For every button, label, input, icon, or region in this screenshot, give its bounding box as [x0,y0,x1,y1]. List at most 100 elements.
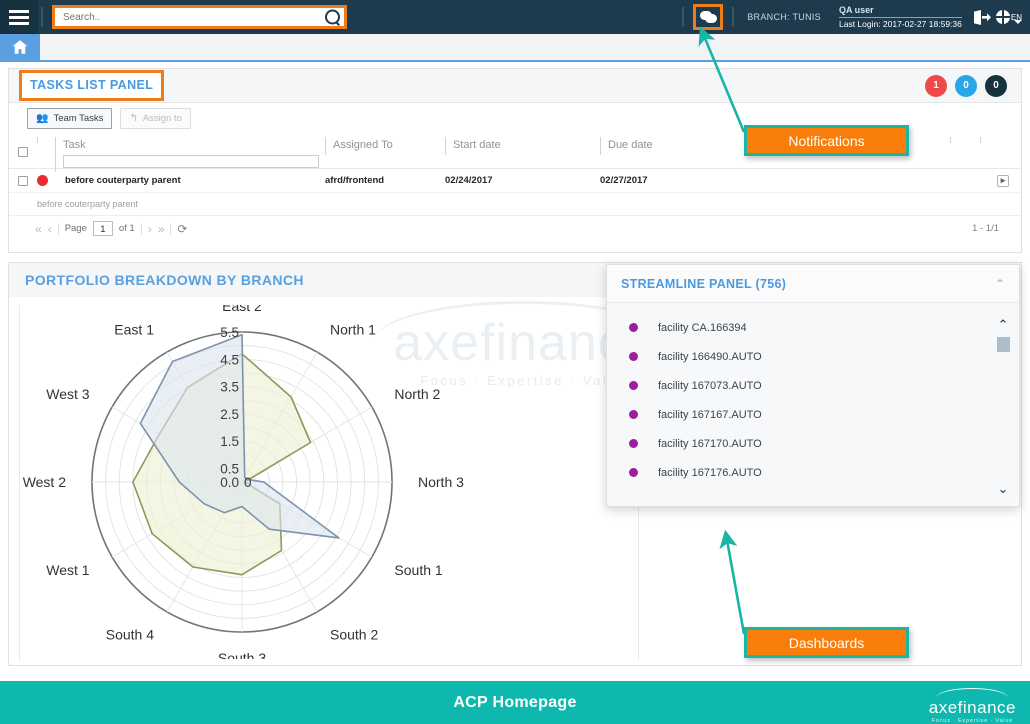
tasks-panel-title: TASKS LIST PANEL [30,78,154,92]
callout-dashboards: Dashboards [744,627,909,658]
column-assigned-to[interactable]: Assigned To [325,137,445,155]
svg-text:South 1: South 1 [394,562,442,578]
cell-due-date: 02/27/2017 [600,175,648,186]
assign-to-label: Assign to [142,112,182,124]
status-badge-red[interactable]: 1 [925,74,947,97]
list-item[interactable]: facility CA.166394 [607,313,1019,342]
hamburger-menu-icon[interactable] [0,0,38,34]
search-icon[interactable] [325,9,340,25]
tasks-title-highlight: TASKS LIST PANEL [19,70,165,101]
table-row[interactable]: before couterparty parent afrd/frontend … [9,169,1021,193]
callout-notifications-label: Notifications [788,132,865,149]
footer-logo-arc [936,688,1009,698]
svg-text:North 1: North 1 [330,322,376,338]
svg-text:2.5: 2.5 [220,407,239,422]
page-number-input[interactable] [92,221,113,236]
pager-divider-2 [140,222,142,235]
bullet-dot-icon [629,468,638,477]
notifications-chat-button[interactable] [693,4,724,30]
task-filter-input[interactable] [63,155,319,168]
column-assigned-to-label: Assigned To [333,139,393,151]
language-selector[interactable]: EN [995,10,1024,24]
list-item-label: facility CA.166394 [658,321,747,334]
column-extra-3 [980,137,1010,143]
search-box[interactable] [52,5,347,29]
list-item[interactable]: facility 167073.AUTO [607,371,1019,400]
page-total-label: of 1 [118,223,135,234]
last-page-icon[interactable]: » [157,221,165,236]
chat-bubble-icon [699,11,717,23]
list-item-label: facility 167176.AUTO [658,466,762,479]
footer-logo-text: axefinance [928,698,1016,717]
callout-dashboards-label: Dashboards [788,634,865,651]
status-badge-dark[interactable]: 0 [985,74,1007,97]
priority-dot-icon [37,175,48,186]
header-divider [41,7,43,27]
prev-page-icon[interactable]: ‹ [47,221,52,236]
row-checkbox[interactable] [18,175,28,186]
badge-count: 0 [963,80,969,91]
list-item-label: facility 166490.AUTO [658,350,762,363]
refresh-icon[interactable]: ⟳ [177,221,188,236]
pager-divider-3 [170,222,172,235]
expand-row-icon[interactable]: ▸ [997,174,1009,187]
footer-title: ACP Homepage [453,693,577,711]
last-login: Last Login: 2017-02-27 18:59:36 [838,18,962,29]
cell-start-date: 02/24/2017 [445,175,493,186]
chevron-down-icon [1014,19,1022,24]
status-badge-blue[interactable]: 0 [955,74,977,97]
assign-to-button[interactable]: ↰ Assign to [120,107,191,129]
scrollbar-thumb[interactable] [996,337,1010,352]
bullet-dot-icon [629,439,638,448]
svg-text:5.5: 5.5 [220,325,239,340]
svg-text:West 1: West 1 [46,562,90,578]
list-item-label: facility 167073.AUTO [658,379,762,392]
callout-notifications: Notifications [744,125,909,156]
radar-chart[interactable]: 0.00.5 1.5 2.5 3.5 4.5 5.5 0 East 2 North 1 North… [20,298,638,665]
header-divider-2 [682,7,685,27]
cell-task: before couterparty parent [65,175,181,186]
footer-logo: axefinance Focus · Expertise · Value [929,688,1016,724]
select-all-checkbox[interactable] [18,147,28,157]
header-divider-3 [732,7,735,27]
logout-button[interactable] [970,0,996,34]
scroll-down-icon[interactable]: ⌄ [997,481,1009,496]
user-info[interactable]: QA user Last Login: 2017-02-27 18:59:36 [838,5,962,30]
list-item[interactable]: facility 166490.AUTO [607,342,1019,371]
column-task[interactable]: Task [55,137,325,172]
list-item[interactable]: facility 167167.AUTO [607,400,1019,429]
home-icon [12,40,28,54]
svg-text:North 3: North 3 [418,474,464,490]
svg-text:4.5: 4.5 [220,352,239,367]
column-start-date[interactable]: Start date [445,137,600,155]
badge-count: 1 [933,80,939,91]
team-tasks-label: Team Tasks [53,112,104,124]
list-item[interactable]: facility 167176.AUTO [607,458,1019,487]
language-label: EN [1010,12,1022,22]
team-tasks-button[interactable]: 👥 Team Tasks [27,107,113,129]
chevron-up-icon[interactable]: ⌃ [994,276,1005,291]
list-item[interactable]: facility 167170.AUTO [607,429,1019,458]
svg-text:3.5: 3.5 [220,380,239,395]
search-input[interactable] [55,8,344,26]
badge-count: 0 [993,80,999,91]
logout-icon [974,9,992,25]
portfolio-panel-title: PORTFOLIO BREAKDOWN BY BRANCH [25,272,304,288]
svg-text:East 2: East 2 [222,305,262,314]
streamline-scrollbar[interactable]: ⌃ ⌄ [995,317,1011,497]
list-item-label: facility 167170.AUTO [658,437,762,450]
column-due-date-label: Due date [608,139,653,151]
column-due-date[interactable]: Due date [600,137,775,155]
next-page-icon[interactable]: › [147,221,152,236]
branch-label: BRANCH: TUNIS [747,12,821,22]
tasks-panel-header: TASKS LIST PANEL 1 0 0 [9,69,1021,103]
row-select-cell [9,175,37,186]
svg-text:0: 0 [244,475,252,490]
streamline-list: facility CA.166394 facility 166490.AUTO … [607,303,1019,507]
tab-home[interactable] [0,34,40,60]
svg-text:West 3: West 3 [46,386,90,402]
scroll-up-icon[interactable]: ⌃ [997,317,1009,332]
first-page-icon[interactable]: « [35,221,42,236]
streamline-panel-title: STREAMLINE PANEL (756) [621,276,787,291]
streamline-panel-header: STREAMLINE PANEL (756) ⌃ [607,265,1019,303]
